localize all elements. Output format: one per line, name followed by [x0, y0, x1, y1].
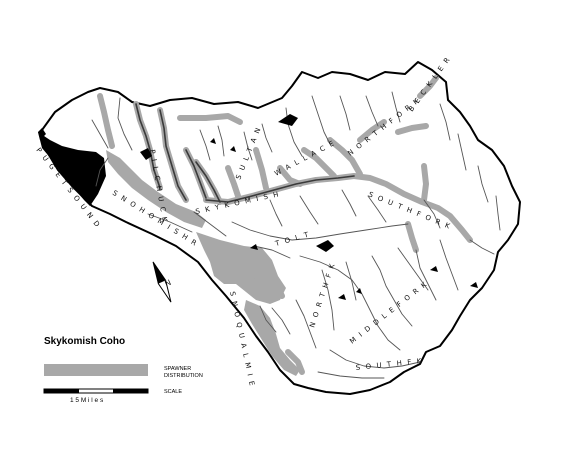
lake-2: [140, 148, 152, 160]
legend-scale-text: 1 5 M i l e s: [70, 397, 104, 404]
svg-text:N: N: [163, 278, 172, 289]
legend: Skykomish Coho SPAWNER DISTRIBUTION SCAL…: [43, 336, 203, 404]
lake-7: [356, 288, 362, 294]
main-stems: [135, 103, 355, 203]
lake-6: [338, 294, 346, 300]
lake-1: [278, 114, 298, 126]
lakes: [140, 114, 478, 300]
distribution-snohomish-main: [106, 150, 206, 228]
spawner-distribution: [106, 150, 300, 376]
north-arrow: N: [152, 261, 173, 303]
lake-9: [470, 282, 478, 288]
legend-scale-label: SCALE: [164, 389, 182, 395]
stream-network: [91, 91, 501, 379]
distribution-lower-snoqualmie: [244, 300, 300, 376]
puget-sound-water-edge: [38, 128, 46, 140]
lake-8: [430, 266, 438, 272]
lake-5: [230, 146, 236, 152]
distribution-snoqualmie-valley: [196, 232, 286, 304]
map-title: Skykomish Coho: [44, 336, 125, 347]
lake-3: [316, 240, 334, 252]
lake-4: [210, 138, 216, 144]
lake-10: [250, 244, 258, 250]
scale-bar: [43, 388, 149, 394]
legend-distribution-swatch: [44, 364, 148, 376]
legend-distribution-label-2: DISTRIBUTION: [164, 373, 203, 379]
legend-distribution-label-1: SPAWNER: [164, 366, 191, 372]
puget-sound-water: [38, 132, 106, 206]
